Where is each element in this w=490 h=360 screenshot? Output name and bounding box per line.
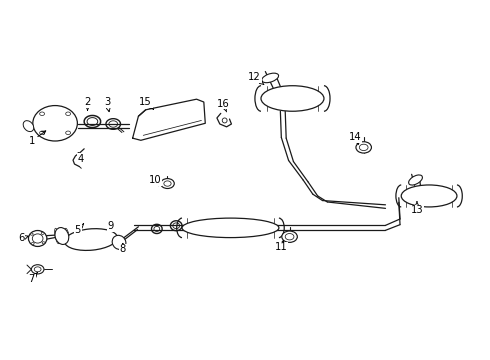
- Ellipse shape: [41, 232, 44, 234]
- Ellipse shape: [33, 105, 77, 141]
- Ellipse shape: [285, 234, 294, 240]
- Ellipse shape: [31, 243, 34, 245]
- Ellipse shape: [261, 86, 324, 111]
- Ellipse shape: [40, 112, 45, 116]
- Text: 14: 14: [349, 132, 362, 144]
- Ellipse shape: [262, 73, 279, 83]
- Ellipse shape: [409, 175, 422, 185]
- Ellipse shape: [42, 242, 45, 244]
- Ellipse shape: [31, 265, 44, 274]
- Text: 9: 9: [107, 221, 114, 231]
- Ellipse shape: [30, 233, 33, 235]
- Ellipse shape: [161, 179, 174, 189]
- Text: 6: 6: [18, 234, 28, 243]
- Ellipse shape: [359, 144, 368, 150]
- Ellipse shape: [55, 228, 69, 244]
- Text: 16: 16: [217, 99, 230, 112]
- Text: 7: 7: [28, 273, 37, 284]
- Ellipse shape: [66, 131, 71, 135]
- Ellipse shape: [40, 131, 45, 135]
- Ellipse shape: [65, 229, 118, 251]
- Ellipse shape: [182, 218, 279, 238]
- Ellipse shape: [66, 112, 71, 116]
- Text: 13: 13: [411, 202, 423, 215]
- Ellipse shape: [356, 142, 371, 153]
- Text: 1: 1: [28, 131, 46, 146]
- Text: 5: 5: [74, 224, 84, 235]
- Ellipse shape: [282, 231, 297, 242]
- Ellipse shape: [23, 121, 34, 132]
- Text: 8: 8: [120, 244, 126, 254]
- Text: 3: 3: [104, 97, 110, 112]
- Text: 12: 12: [248, 72, 264, 85]
- Ellipse shape: [222, 118, 227, 123]
- Ellipse shape: [28, 230, 47, 247]
- Ellipse shape: [401, 185, 457, 207]
- Text: 15: 15: [139, 97, 153, 109]
- Text: 2: 2: [84, 97, 91, 111]
- Ellipse shape: [112, 235, 126, 249]
- Text: 10: 10: [149, 175, 162, 186]
- Ellipse shape: [164, 181, 171, 186]
- Ellipse shape: [34, 267, 41, 272]
- Text: 4: 4: [77, 153, 83, 164]
- Ellipse shape: [32, 234, 43, 243]
- Text: 11: 11: [275, 240, 288, 252]
